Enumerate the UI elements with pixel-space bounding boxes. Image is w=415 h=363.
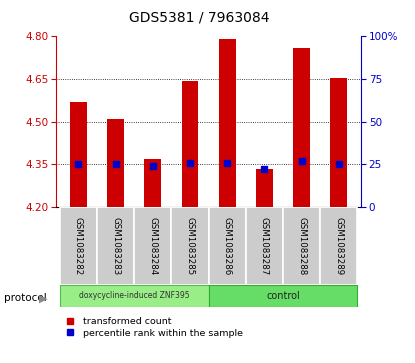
Bar	[256, 168, 273, 207]
Bar	[283, 207, 320, 285]
Bar	[330, 78, 347, 207]
Text: GSM1083284: GSM1083284	[148, 217, 157, 275]
Text: GDS5381 / 7963084: GDS5381 / 7963084	[129, 11, 269, 25]
Text: GSM1083287: GSM1083287	[260, 217, 269, 275]
Text: ▶: ▶	[39, 293, 48, 303]
Text: GSM1083289: GSM1083289	[334, 217, 343, 275]
Bar	[246, 207, 283, 285]
Bar	[144, 159, 161, 207]
Text: GSM1083283: GSM1083283	[111, 217, 120, 275]
Bar	[97, 207, 134, 285]
Text: control: control	[266, 291, 300, 301]
Bar	[209, 285, 357, 307]
Bar	[182, 81, 198, 207]
Bar	[70, 102, 87, 207]
Bar	[293, 48, 310, 207]
Bar	[60, 285, 209, 307]
Bar	[209, 207, 246, 285]
Text: doxycycline-induced ZNF395: doxycycline-induced ZNF395	[79, 291, 190, 300]
Bar	[171, 207, 209, 285]
Text: GSM1083286: GSM1083286	[222, 217, 232, 275]
Bar	[219, 39, 235, 207]
Bar	[320, 207, 357, 285]
Text: GSM1083282: GSM1083282	[74, 217, 83, 275]
Legend: transformed count, percentile rank within the sample: transformed count, percentile rank withi…	[61, 317, 244, 338]
Text: GSM1083288: GSM1083288	[297, 217, 306, 275]
Text: protocol: protocol	[4, 293, 47, 303]
Text: GSM1083285: GSM1083285	[186, 217, 195, 275]
Bar	[134, 207, 171, 285]
Bar	[60, 207, 97, 285]
Bar	[107, 119, 124, 207]
